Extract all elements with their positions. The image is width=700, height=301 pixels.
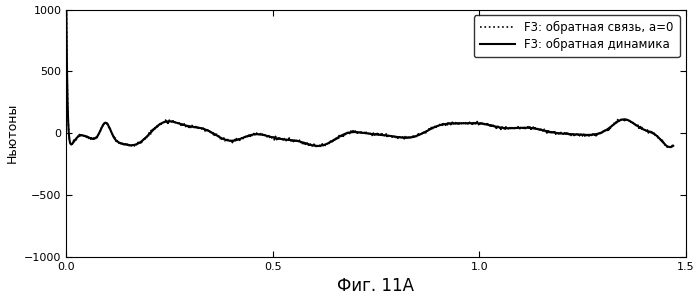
F3: обратная динамика: (0.715, 5.5): обратная динамика: (0.715, 5.5) <box>357 131 365 135</box>
F3: обратная связь, a=0: (0.075, -31.9): обратная связь, a=0: (0.075, -31.9) <box>93 135 102 139</box>
Legend: F3: обратная связь, a=0, F3: обратная динамика: F3: обратная связь, a=0, F3: обратная ди… <box>474 15 680 57</box>
F3: обратная связь, a=0: (1.43, -6.31): обратная связь, a=0: (1.43, -6.31) <box>652 132 660 136</box>
F3: обратная связь, a=0: (0.715, 6.85): обратная связь, a=0: (0.715, 6.85) <box>357 131 365 134</box>
F3: обратная динамика: (1.43, -13.5): обратная динамика: (1.43, -13.5) <box>652 133 660 137</box>
Y-axis label: Ньютоны: Ньютоны <box>6 103 19 163</box>
F3: обратная связь, a=0: (0.676, -4.39): обратная связь, a=0: (0.676, -4.39) <box>341 132 349 136</box>
F3: обратная связь, a=0: (1.47, -109): обратная связь, a=0: (1.47, -109) <box>669 145 678 149</box>
F3: обратная динамика: (0.075, -24.3): обратная динамика: (0.075, -24.3) <box>93 135 102 138</box>
F3: обратная динамика: (0, 1.03e+03): обратная динамика: (0, 1.03e+03) <box>62 5 71 8</box>
F3: обратная связь, a=0: (1.43, -6.49): обратная связь, a=0: (1.43, -6.49) <box>651 132 659 136</box>
F3: обратная связь, a=0: (1.16, 32.9): обратная связь, a=0: (1.16, 32.9) <box>540 127 548 131</box>
F3: обратная динамика: (1.43, -11.7): обратная динамика: (1.43, -11.7) <box>651 133 659 137</box>
F3: обратная динамика: (1.47, -101): обратная динамика: (1.47, -101) <box>669 144 678 147</box>
F3: обратная динамика: (1.16, 21.7): обратная динамика: (1.16, 21.7) <box>540 129 548 132</box>
X-axis label: Фиг. 11А: Фиг. 11А <box>337 278 414 296</box>
F3: обратная связь, a=0: (0, 1.04e+03): обратная связь, a=0: (0, 1.04e+03) <box>62 3 71 7</box>
F3: обратная динамика: (1.46, -111): обратная динамика: (1.46, -111) <box>666 145 674 149</box>
F3: обратная динамика: (0.676, -3.47): обратная динамика: (0.676, -3.47) <box>341 132 349 135</box>
Line: F3: обратная связь, a=0: F3: обратная связь, a=0 <box>66 5 673 148</box>
Line: F3: обратная динамика: F3: обратная динамика <box>66 6 673 147</box>
F3: обратная связь, a=0: (1.46, -119): обратная связь, a=0: (1.46, -119) <box>665 146 673 150</box>
